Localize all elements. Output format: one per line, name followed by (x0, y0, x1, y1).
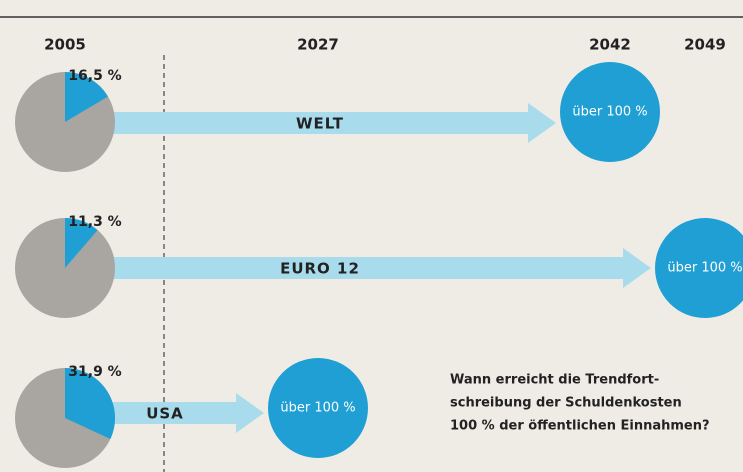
target-label: über 100 % (572, 105, 647, 120)
region-label: WELT (296, 115, 344, 133)
pie-wedge (65, 218, 98, 268)
pie-wedge (65, 72, 109, 122)
target-circle (268, 358, 368, 458)
caption: Wann erreicht die Trendfort- (450, 373, 659, 388)
chart: 2005 2027 2042 2049 WELT 16,5 % über 100 % EURO… (15, 36, 743, 468)
arrow (110, 248, 651, 288)
caption: 100 % der öffentlichen Einnahmen? (450, 419, 710, 434)
year-label: 2027 (297, 36, 339, 54)
target-circle (655, 218, 743, 318)
target-label: über 100 % (667, 261, 742, 276)
pie-wedge (65, 368, 116, 440)
region-label: USA (146, 405, 184, 423)
share-label: 11,3 % (68, 214, 121, 230)
arrow (110, 103, 556, 143)
target-label: über 100 % (280, 401, 355, 416)
year-label: 2005 (44, 36, 86, 54)
region-label: EURO 12 (280, 260, 360, 278)
arrow (110, 393, 264, 433)
year-label: 2049 (684, 36, 726, 54)
target-circle (560, 62, 660, 162)
share-label: 31,9 % (68, 364, 121, 380)
share-label: 16,5 % (68, 68, 121, 84)
caption: schreibung der Schuldenkosten (450, 396, 682, 411)
year-label: 2042 (589, 36, 631, 54)
